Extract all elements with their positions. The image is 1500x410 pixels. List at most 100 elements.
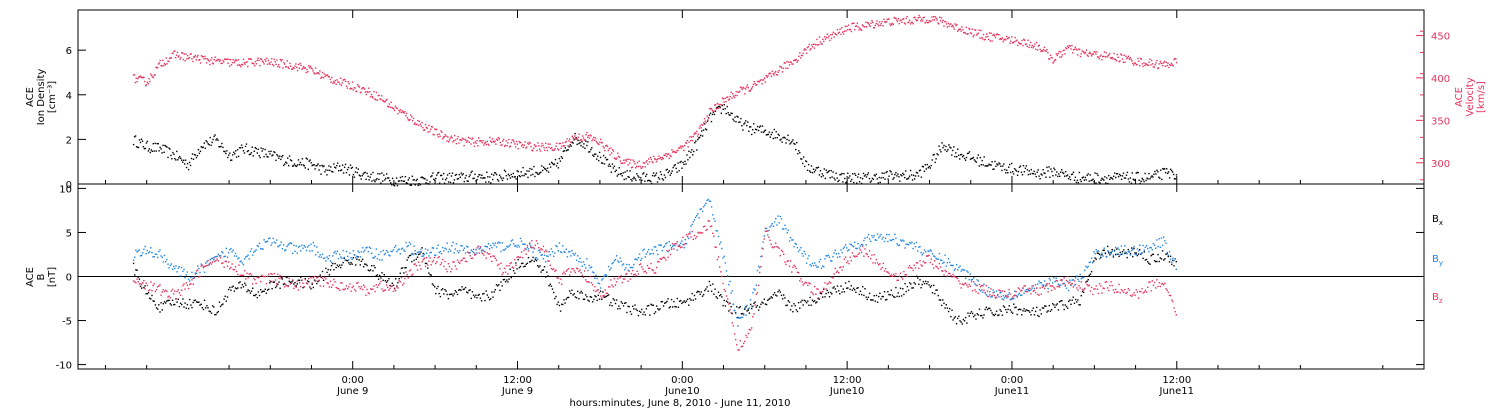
data-point [1020,171,1023,173]
data-point [620,275,622,277]
data-point [424,265,427,268]
data-point [718,103,720,106]
data-point [887,271,889,273]
data-point [574,296,577,298]
data-point [304,277,306,280]
data-point [437,257,439,259]
data-point [295,245,297,247]
data-point [613,277,616,280]
data-point [547,171,550,173]
data-point [656,249,658,252]
data-point [838,272,840,274]
data-point [504,271,507,273]
data-point [1004,38,1006,40]
data-point [1158,260,1160,263]
data-point [308,67,311,69]
data-point [156,142,158,145]
data-point [867,296,870,298]
data-point [485,257,487,259]
data-point [743,87,745,89]
data-point [165,261,167,263]
data-point [138,139,141,141]
y-left-tick-label: 2 [66,135,72,146]
data-point [1093,51,1095,53]
data-point [570,141,573,144]
data-point [743,123,745,125]
data-point [1040,313,1042,315]
data-point [353,288,356,291]
data-point [311,283,313,285]
data-point [1168,66,1170,69]
data-point [404,176,407,178]
data-point [854,241,856,244]
data-point [278,64,280,66]
data-point [211,141,213,144]
data-point [686,298,689,300]
data-point [883,172,885,174]
data-point [1113,175,1115,177]
data-point [1118,61,1120,63]
data-point [143,76,145,79]
data-point [206,141,208,143]
data-point [648,179,650,182]
data-point [979,156,981,159]
data-point [776,224,778,226]
data-point [755,284,757,286]
data-point [971,312,974,315]
data-point [515,264,517,266]
data-point [526,246,529,249]
data-point [613,165,616,167]
data-point [858,247,860,249]
data-point [693,219,696,221]
data-point [1099,55,1101,57]
data-point [291,165,294,167]
data-point [530,145,532,148]
data-point [282,244,285,246]
data-point [257,57,259,59]
data-point [902,18,905,20]
data-point [422,252,424,255]
data-point [866,236,868,239]
data-point [1168,251,1171,253]
data-point [618,305,620,307]
data-point [514,258,516,261]
data-point [383,101,385,103]
data-point [577,255,579,257]
data-point [192,301,194,304]
data-point [175,298,177,300]
data-point [762,248,764,250]
data-point [843,30,846,32]
top-right-ylabel-line2: Velocity [1465,77,1476,116]
data-point [474,254,476,256]
data-point [1086,174,1088,177]
data-point [841,172,843,175]
data-point [658,261,660,263]
data-point [922,252,925,254]
data-point [461,174,463,176]
data-point [401,247,404,249]
data-point [959,28,961,30]
data-point [844,244,847,246]
data-point [851,23,853,25]
data-point [298,282,301,284]
data-point [771,223,773,225]
data-point [384,289,387,291]
data-point [892,178,894,180]
data-point [253,277,255,280]
data-point [381,259,383,261]
data-point [587,141,589,143]
data-point [985,306,987,309]
data-point [685,142,688,145]
data-point [857,287,859,289]
data-point [871,254,873,256]
data-point [981,284,983,287]
data-point [999,38,1001,40]
data-point [1105,52,1107,54]
data-point [1107,55,1109,57]
data-point [992,289,994,291]
data-point [209,63,211,66]
data-point [275,63,277,66]
data-point [399,176,402,179]
data-point [459,262,461,264]
data-point [805,262,808,264]
